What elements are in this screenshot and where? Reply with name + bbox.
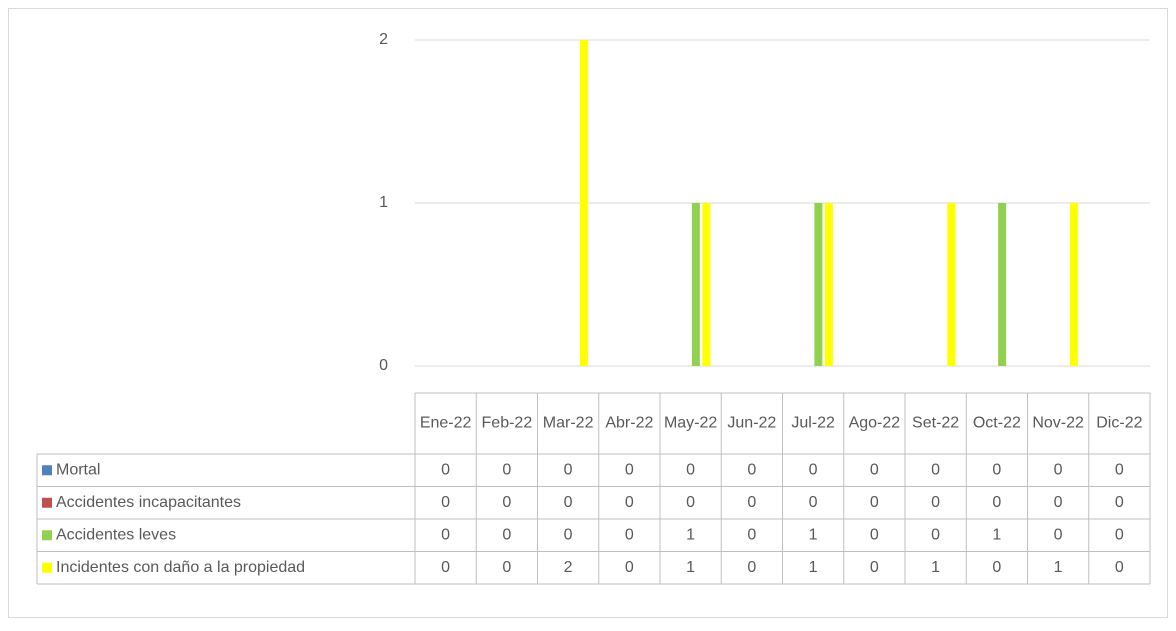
table-value: 0 [441, 494, 450, 511]
bar [691, 203, 700, 366]
table-value: 0 [747, 559, 756, 576]
table-value: 0 [625, 461, 634, 478]
bar [702, 203, 711, 366]
table-value: 0 [564, 526, 573, 543]
table-value: 0 [870, 494, 879, 511]
table-value: 0 [441, 461, 450, 478]
legend-label: Incidentes con daño a la propiedad [56, 559, 305, 576]
table-value: 0 [870, 526, 879, 543]
table-value: 0 [931, 461, 940, 478]
table-value: 0 [502, 526, 511, 543]
table-value: 0 [1054, 461, 1063, 478]
table-value: 0 [809, 461, 818, 478]
x-tick-label: Abr-22 [605, 415, 653, 432]
table-value: 0 [502, 461, 511, 478]
bar [947, 203, 956, 366]
table-value: 2 [564, 559, 573, 576]
table-value: 0 [625, 559, 634, 576]
table-value: 0 [992, 559, 1001, 576]
table-value: 0 [747, 494, 756, 511]
table-value: 1 [809, 559, 818, 576]
table-value: 0 [809, 494, 818, 511]
x-tick-label: Jul-22 [791, 415, 835, 432]
table-value: 0 [931, 526, 940, 543]
table-value: 0 [931, 494, 940, 511]
table-value: 0 [686, 494, 695, 511]
table-value: 0 [1115, 559, 1124, 576]
table-value: 1 [686, 559, 695, 576]
table-value: 0 [747, 461, 756, 478]
bar [1069, 203, 1078, 366]
bar [998, 203, 1007, 366]
x-tick-label: Mar-22 [543, 415, 594, 432]
x-tick-label: Jun-22 [727, 415, 776, 432]
y-tick-label: 1 [379, 194, 388, 211]
table-value: 0 [747, 526, 756, 543]
x-tick-label: Nov-22 [1032, 415, 1084, 432]
table-value: 0 [1115, 494, 1124, 511]
legend-key [42, 497, 52, 508]
x-tick-label: Ago-22 [849, 415, 901, 432]
legend-key [42, 562, 52, 573]
legend-key [42, 530, 52, 541]
table-value: 0 [625, 526, 634, 543]
table-value: 0 [564, 461, 573, 478]
table-value: 0 [1115, 461, 1124, 478]
y-tick-label: 2 [379, 31, 388, 48]
legend-key [42, 465, 52, 476]
bar [824, 203, 833, 366]
table-value: 0 [870, 461, 879, 478]
table-value: 0 [1054, 526, 1063, 543]
table-value: 1 [992, 526, 1001, 543]
table-value: 0 [1115, 526, 1124, 543]
table-value: 0 [625, 494, 634, 511]
bar [814, 203, 823, 366]
table-value: 0 [992, 461, 1001, 478]
table-value: 1 [686, 526, 695, 543]
table-value: 0 [441, 559, 450, 576]
legend-label: Accidentes leves [56, 526, 176, 543]
table-value: 0 [1054, 494, 1063, 511]
table-value: 0 [870, 559, 879, 576]
chart-border [8, 8, 1168, 618]
table-value: 0 [441, 526, 450, 543]
legend-label: Mortal [56, 461, 100, 478]
legend-label: Accidentes incapacitantes [56, 494, 241, 511]
x-tick-label: Feb-22 [482, 415, 533, 432]
table-value: 0 [992, 494, 1001, 511]
x-tick-label: Dic-22 [1096, 415, 1142, 432]
y-tick-label: 0 [379, 357, 388, 374]
table-value: 0 [686, 461, 695, 478]
table-value: 1 [1054, 559, 1063, 576]
table-value: 1 [931, 559, 940, 576]
table-value: 0 [502, 559, 511, 576]
table-value: 0 [564, 494, 573, 511]
x-tick-label: Ene-22 [420, 415, 472, 432]
bar [579, 40, 588, 366]
x-tick-label: Oct-22 [973, 415, 1021, 432]
x-tick-label: May-22 [664, 415, 717, 432]
x-tick-label: Set-22 [912, 415, 959, 432]
table-value: 1 [809, 526, 818, 543]
table-value: 0 [502, 494, 511, 511]
